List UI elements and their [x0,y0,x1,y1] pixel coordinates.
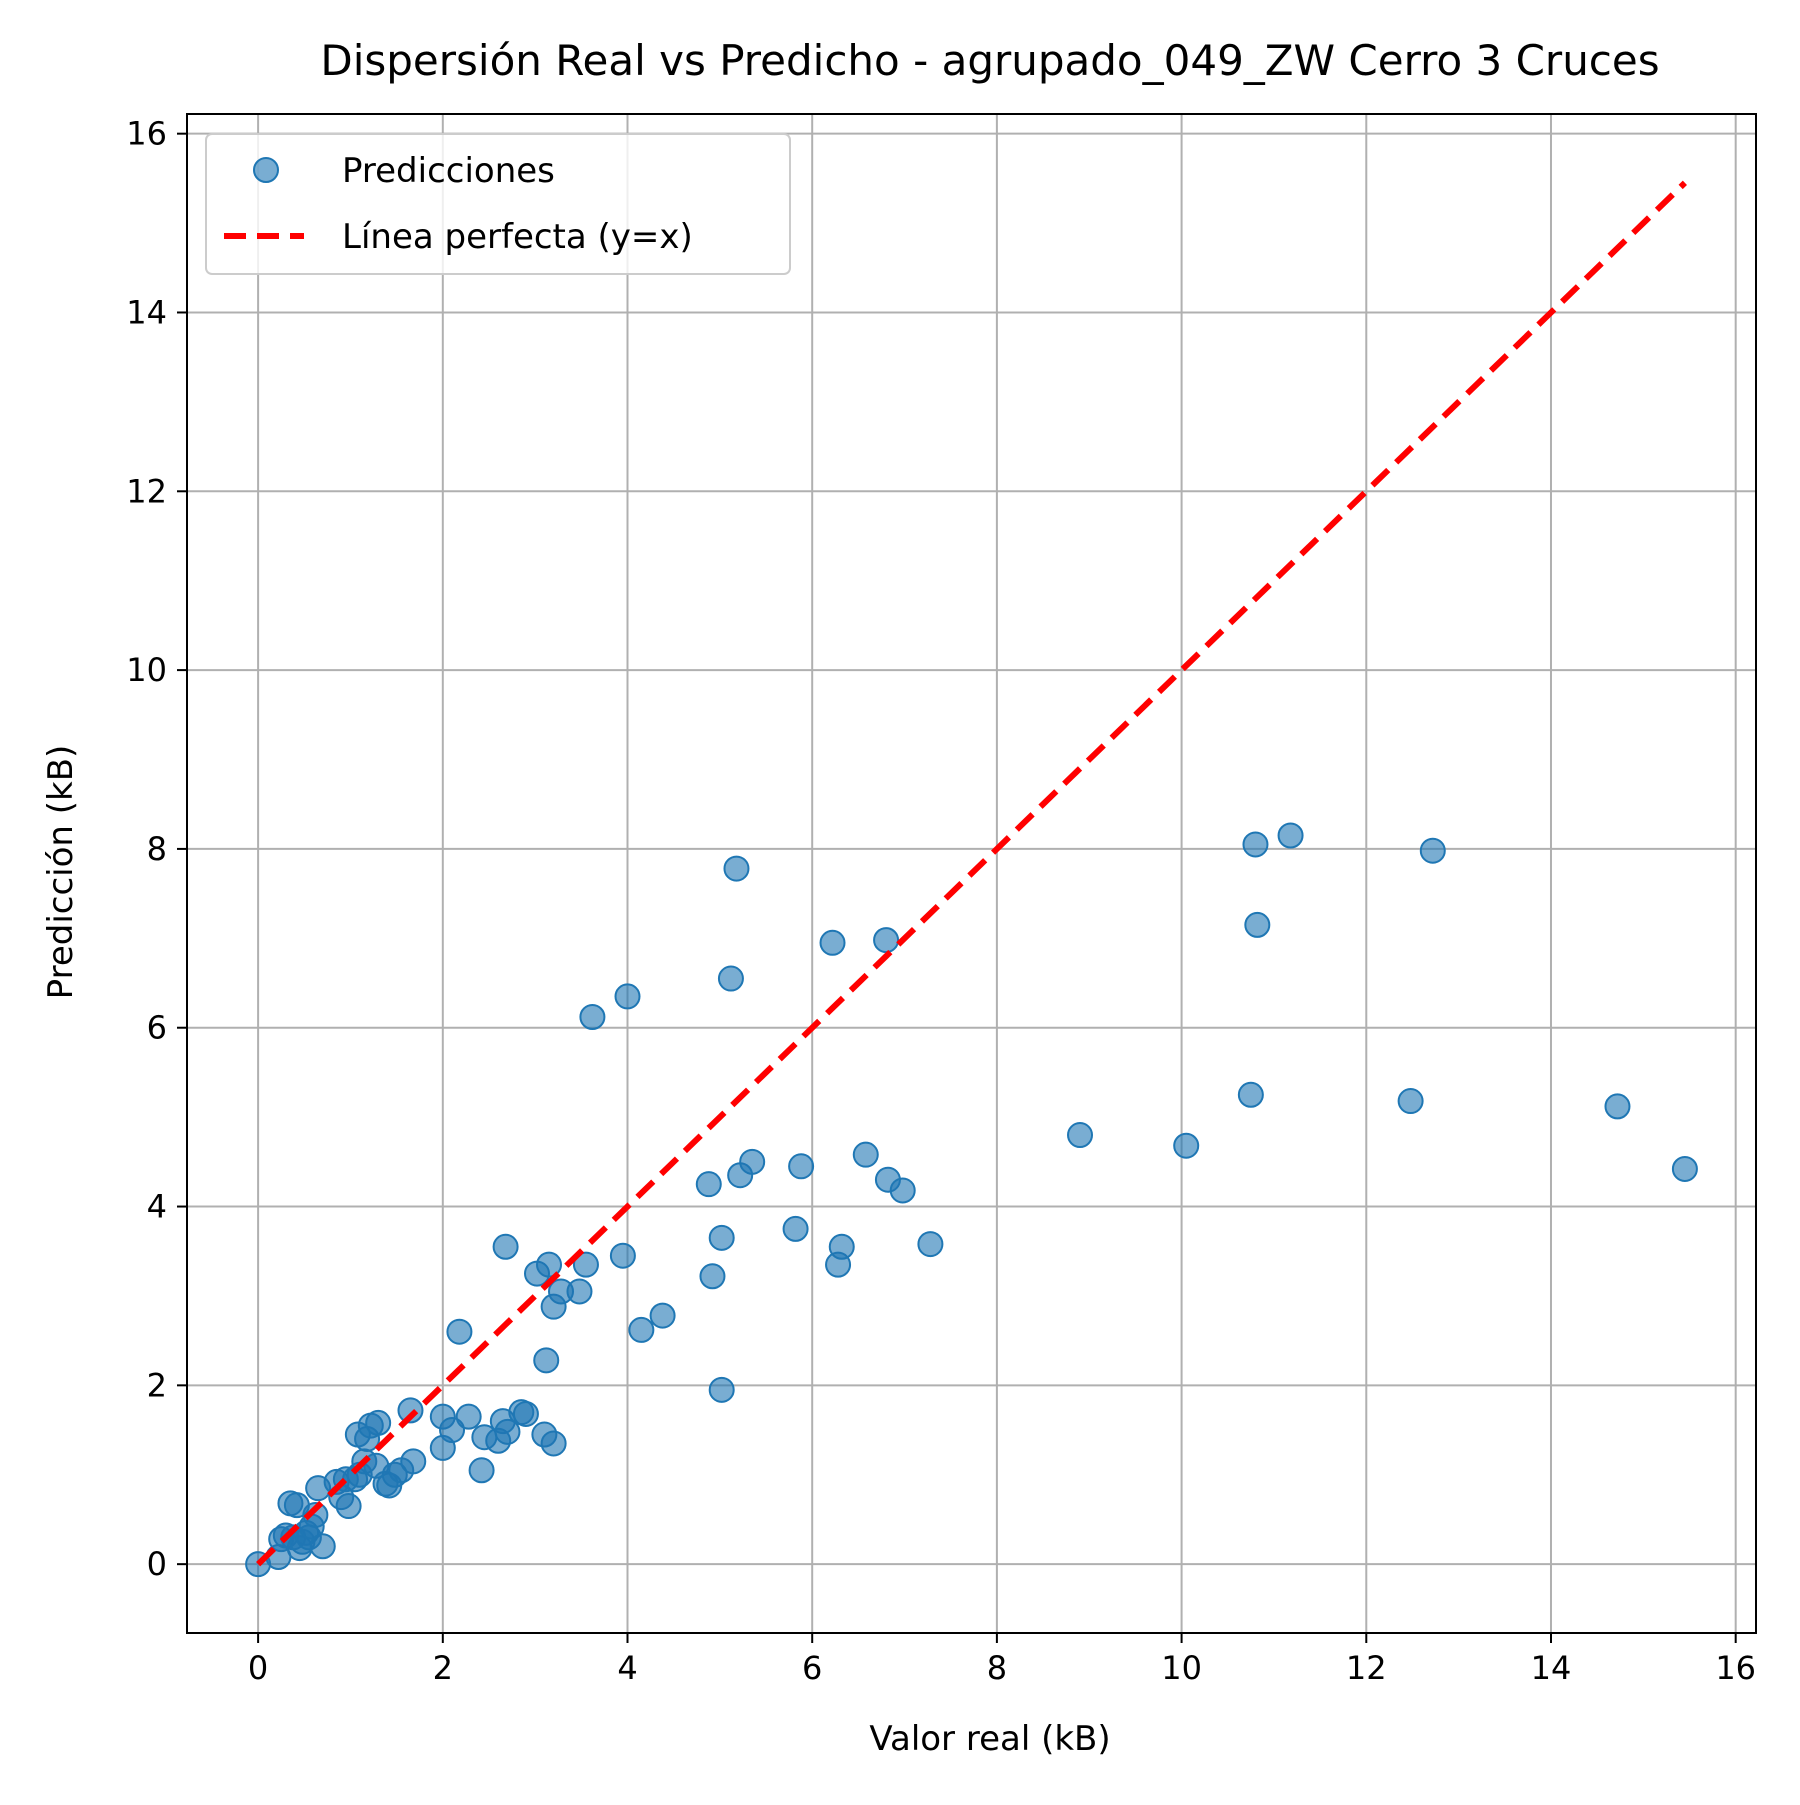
y-tick-label: 2 [147,1366,167,1404]
scatter-point [788,1153,815,1180]
y-tick-label: 16 [126,115,167,153]
scatter-point [649,1302,676,1329]
scatter-point [782,1215,809,1242]
scatter-point [708,1376,735,1403]
scatter-point [695,1171,722,1198]
scatter-point [540,1430,567,1457]
scatter-point [572,1251,599,1278]
grid [187,114,1756,1633]
scatter-point [512,1400,539,1427]
legend: Predicciones Línea perfecta (y=x) [205,133,791,275]
scatter-point [536,1251,563,1278]
y-tick-label: 4 [147,1188,167,1226]
scatter-point [1277,822,1304,849]
scatter-point [468,1457,495,1484]
x-tick-label: 0 [248,1649,268,1687]
scatter-point [1237,1081,1264,1108]
scatter-point [614,983,641,1010]
x-tick-label: 12 [1346,1649,1387,1687]
y-tick-label: 12 [126,472,167,510]
scatter-point [889,1177,916,1204]
x-tick-label: 16 [1715,1649,1756,1687]
scatter-point [873,927,900,954]
scatter-point [1419,837,1446,864]
scatter-point [397,1397,424,1424]
scatter-point [302,1501,329,1528]
plot-area [245,180,1698,1578]
scatter-point [628,1316,655,1343]
chart-title: Dispersión Real vs Predicho - agrupado_0… [320,36,1659,85]
scatter-point [723,855,750,882]
scatter-point [852,1141,879,1168]
scatter-point [1604,1093,1631,1120]
y-tick-label: 10 [126,651,167,689]
scatter-point [446,1318,473,1345]
scatter-point [533,1347,560,1374]
y-tick-label: 14 [126,293,167,331]
x-tick-label: 14 [1531,1649,1572,1687]
scatter-point [819,929,846,956]
perfect-fit-line [256,180,1687,1567]
scatter-point [566,1278,593,1305]
scatter-point [400,1448,427,1475]
scatter-point [1173,1132,1200,1159]
legend-marker-predicciones [253,157,279,183]
axis-ticks: 0 2 4 6 8 10 12 14 16 0 2 4 6 8 10 12 14 16 [126,115,1756,1687]
scatter-point [365,1409,392,1436]
scatter-point [1397,1088,1424,1115]
scatter-point [739,1148,766,1175]
scatter-point [699,1263,726,1290]
plot-frame [186,113,1757,1634]
scatter-point [494,1418,521,1445]
scatter-point [917,1231,944,1258]
x-axis-label: Valor real (kB) [869,1719,1110,1759]
y-axis-label: Predicción (kB) [41,745,81,1000]
x-tick-label: 4 [617,1649,637,1687]
scatter-point [579,1003,606,1030]
plot-data [245,180,1698,1578]
scatter-point [828,1233,855,1260]
y-tick-label: 6 [147,1009,167,1047]
scatter-point [609,1242,636,1269]
x-tick-label: 8 [987,1649,1007,1687]
scatter-point [717,965,744,992]
scatter-point [492,1233,519,1260]
y-tick-label: 8 [147,830,167,868]
legend-label-predicciones: Predicciones [342,151,555,191]
scatter-point [335,1493,362,1520]
scatter-point [1067,1122,1094,1149]
x-tick-label: 6 [802,1649,822,1687]
scatter-point [309,1533,336,1560]
scatter-point [1242,831,1269,858]
scatter-point [708,1224,735,1251]
y-tick-label: 0 [147,1545,167,1583]
scatter-point [455,1403,482,1430]
legend-box [205,133,791,275]
scatter-point [1671,1155,1698,1182]
scatter-point [1244,911,1271,938]
legend-label-linea-perfecta: Línea perfecta (y=x) [342,217,693,257]
x-tick-label: 10 [1161,1649,1202,1687]
x-tick-label: 2 [433,1649,453,1687]
